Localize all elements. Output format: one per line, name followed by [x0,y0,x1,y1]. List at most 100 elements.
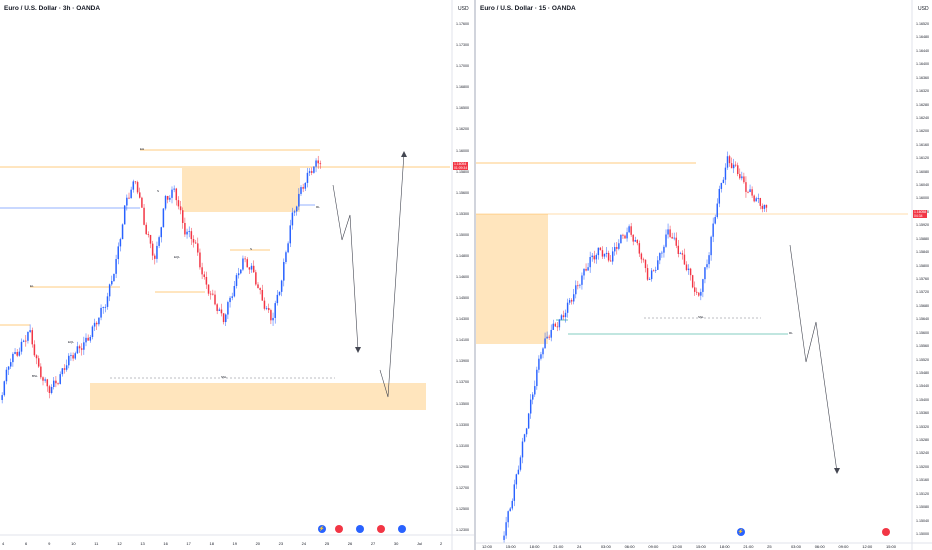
candle-body [29,330,31,332]
candle-body [583,268,585,276]
candle-body [529,399,532,414]
candle-body [677,245,680,254]
candle-body [194,242,197,244]
candle-body [646,268,649,280]
price-tick-label: 1.15800 [916,263,929,268]
candle-body [693,287,696,292]
candle-body [50,387,53,394]
candle-body [100,307,102,318]
candle-body [734,164,737,166]
price-tick-label: 1.16160 [916,142,929,147]
candle-body [278,291,281,295]
candle-body [240,269,242,274]
candle-body [44,379,46,381]
price-tick-label: 1.15120 [916,491,929,496]
candle-body [757,198,759,199]
candle-body [175,188,178,201]
price-tick-label: 1.15200 [916,464,929,469]
us-flag-icon[interactable] [882,528,890,536]
price-tick-label: 1.14800 [456,253,469,258]
candle-body [552,323,554,330]
candle-body [532,394,534,400]
chart-canvas-3h[interactable] [0,0,474,550]
price-tick-label: 1.13300 [456,422,469,427]
candle-body [138,192,141,198]
price-tick-label: 1.15640 [916,317,929,322]
price-tick-label: 1.16200 [916,129,929,134]
last-price-tag: 1.16054 01:09:34 [453,162,469,171]
candle-body [634,240,636,242]
candle-body [665,234,667,247]
candle-body [55,380,57,384]
price-tick-label: 1.15840 [916,250,929,255]
candle-body [186,231,188,235]
price-tick-label: 1.15040 [916,518,929,523]
candle-body [7,366,10,370]
candle-body [579,284,581,286]
eu-flag-icon-2[interactable] [398,525,406,533]
time-tick-label: 24 [577,544,582,549]
candle-body [130,189,132,199]
candle-body [179,206,182,211]
economic-event-icon[interactable]: ⚡ [318,525,326,533]
time-tick-label: 25 [767,544,772,549]
candle-body [149,234,152,244]
candle-body [737,165,739,175]
candle-body [513,484,516,501]
candle-body [141,197,143,208]
price-tick-label: 1.15000 [916,532,929,536]
candle-body [611,251,614,262]
candle-body [220,309,223,314]
price-tick-label: 1.12500 [456,506,469,511]
candle-body [205,276,208,285]
marker-ssl: SSL [221,375,227,379]
candle-body [136,182,139,193]
price-tick-label: 1.16360 [916,75,929,80]
candle-body [525,428,528,435]
candle-body [589,257,591,268]
chart-canvas-15m[interactable] [476,0,932,550]
price-tick-label: 1.16520 [916,22,929,26]
price-tick-label: 1.15300 [456,211,469,216]
candle-body [575,285,577,295]
currency-label: USD [918,6,929,12]
candle-body [57,383,59,385]
time-tick-label: 03:00 [600,544,611,549]
price-tick-label: 1.15360 [916,411,929,416]
pane-divider[interactable] [474,0,476,550]
candle-body [14,352,16,354]
candle-body [722,179,725,183]
time-tick-label: 06:00 [624,544,635,549]
candle-body [726,156,729,168]
candle-body [25,340,27,342]
candle-body [188,231,190,232]
demand-zone [476,214,548,344]
economic-event-icon[interactable]: ⚡ [737,528,745,536]
time-tick-label: 19 [232,541,237,546]
time-tick-label: 06:00 [814,544,825,549]
us-flag-icon-2[interactable] [377,525,385,533]
candle-body [614,247,616,252]
candle-body [113,273,115,282]
chart-pane-3h[interactable]: Euro / U.S. Dollar · 3h · OANDA USD 1.17… [0,0,474,550]
candle-body [642,259,645,261]
candle-body [154,255,156,259]
candle-body [319,163,322,165]
projection-path [789,244,838,473]
candle-body [52,380,55,388]
candle-body [523,434,526,442]
candle-body [638,243,641,254]
candle-body [681,253,684,255]
candle-body [143,207,145,225]
demand-zone [90,383,426,410]
candle-body [218,309,221,311]
marker-eh: EH [140,147,145,151]
price-tick-label: 1.16200 [456,127,469,132]
us-flag-icon[interactable] [335,525,343,533]
candle-body [246,259,249,268]
chart-pane-15m[interactable]: Euro / U.S. Dollar · 15 · OANDA USD 1.16… [476,0,932,550]
candle-body [214,294,216,305]
time-tick-label: 18:00 [529,544,540,549]
candle-body [517,469,520,475]
eu-flag-icon[interactable] [356,525,364,533]
